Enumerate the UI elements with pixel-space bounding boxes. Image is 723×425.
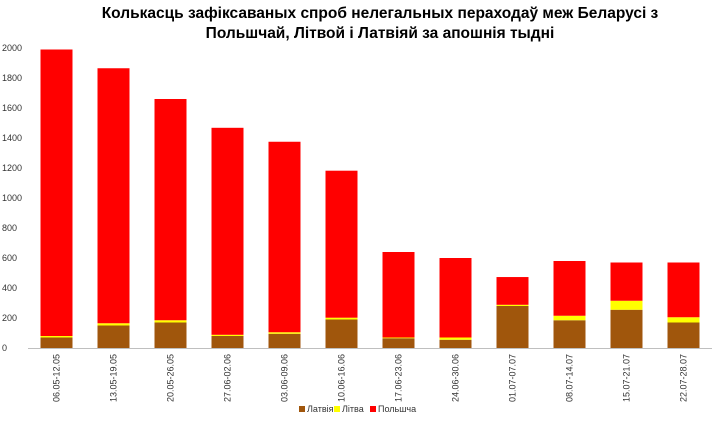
x-tick-label: 15.07-21.07 [622,354,632,402]
bar-segment-Літва-06.05-12.05 [40,336,73,338]
bar-segment-Літва-08.07-14.07 [553,315,586,321]
x-tick-label: 03.06-09.06 [280,354,290,402]
y-tick-label: 1600 [2,103,22,113]
x-tick-label: 06.05-12.05 [52,354,62,402]
bar-segment-Літва-01.07-07.07 [496,304,529,306]
y-tick-label: 2000 [2,43,22,53]
bar-segment-Літва-17.06-23.06 [382,337,415,339]
bar-segment-Латвія-22.07-28.07 [667,322,700,348]
y-tick-label: 1000 [2,193,22,203]
chart-title-line-2: Польшчай, Літвой і Латвіяй за апошнія ты… [205,25,555,42]
y-tick-label: 400 [2,283,17,293]
y-tick-label: 1200 [2,163,22,173]
bar-segment-Латвія-10.06-16.06 [325,319,358,348]
bar-segment-Польшча-24.06-30.06 [439,258,472,338]
y-axis: 0 200 400 600 800 1000 1200 1400 1600 1800 2000 [2,43,22,353]
bar-segment-Польшча-08.07-14.07 [553,261,586,316]
bar-segment-Літва-15.07-21.07 [610,300,643,310]
bar-segment-Латвія-08.07-14.07 [553,320,586,348]
bar-segment-Літва-03.06-09.06 [268,332,301,334]
bar-segment-Літва-13.05-19.05 [97,323,130,326]
bar-segment-Латвія-17.06-23.06 [382,338,415,348]
x-tick-label: 17.06-23.06 [394,354,404,402]
bar-segment-Латвія-27.06-02.06 [211,336,244,348]
chart-title-line-1: Колькасць зафіксаваных спроб нелегальных… [101,5,659,22]
bar-segment-Латвія-03.06-09.06 [268,333,301,348]
x-tick-label: 24.06-30.06 [451,354,461,402]
bar-segment-Літва-22.07-28.07 [667,317,700,323]
legend-swatch-Літва [334,406,340,412]
bar-segment-Польшча-22.07-28.07 [667,262,700,318]
bar-segment-Польшча-17.06-23.06 [382,252,415,338]
bar-segment-Латвія-20.05-26.05 [154,322,187,348]
legend-label: Польшча [378,404,416,414]
legend-swatch-Латвія [299,406,305,412]
y-tick-label: 800 [2,223,17,233]
bar-segment-Польшча-15.07-21.07 [610,262,643,301]
bar-segment-Польшча-13.05-19.05 [97,68,130,324]
x-tick-label: 13.05-19.05 [109,354,119,402]
bars [40,49,700,348]
bar-segment-Латвія-13.05-19.05 [97,325,130,348]
bar-segment-Латвія-15.07-21.07 [610,309,643,348]
chart-title: Колькасць зафіксаваных спроб нелегальных… [60,4,700,44]
legend: Латвія Літва Польшча [299,404,416,414]
bar-segment-Польшча-20.05-26.05 [154,99,187,321]
bar-segment-Польшча-06.05-12.05 [40,49,73,336]
x-tick-label: 27.06-02.06 [223,354,233,402]
x-axis: 06.05-12.05 13.05-19.05 20.05-26.05 27.06-0… [28,348,712,402]
x-tick-label: 08.07-14.07 [565,354,575,402]
bar-segment-Літва-24.06-30.06 [439,337,472,340]
bar-segment-Латвія-06.05-12.05 [40,337,73,348]
bar-segment-Польшча-01.07-07.07 [496,277,529,305]
legend-label: Латвія [307,404,334,414]
x-tick-label: 01.07-07.07 [508,354,518,402]
bar-segment-Польшча-10.06-16.06 [325,170,358,318]
x-tick-label: 20.05-26.05 [166,354,176,402]
bar-segment-Латвія-24.06-30.06 [439,339,472,348]
bar-segment-Літва-20.05-26.05 [154,320,187,323]
bar-segment-Літва-27.06-02.06 [211,334,244,336]
bar-segment-Польшча-27.06-02.06 [211,127,244,335]
bar-segment-Латвія-01.07-07.07 [496,306,529,348]
bar-segment-Польшча-03.06-09.06 [268,141,301,333]
x-tick-label: 10.06-16.06 [337,354,347,402]
y-tick-label: 200 [2,313,17,323]
legend-label: Літва [342,404,364,414]
y-tick-label: 600 [2,253,17,263]
y-tick-label: 1400 [2,133,22,143]
x-tick-label: 22.07-28.07 [679,354,689,402]
bar-segment-Літва-10.06-16.06 [325,317,358,320]
legend-swatch-Польшча [370,406,376,412]
y-tick-label: 1800 [2,73,22,83]
y-tick-label: 0 [2,343,7,353]
